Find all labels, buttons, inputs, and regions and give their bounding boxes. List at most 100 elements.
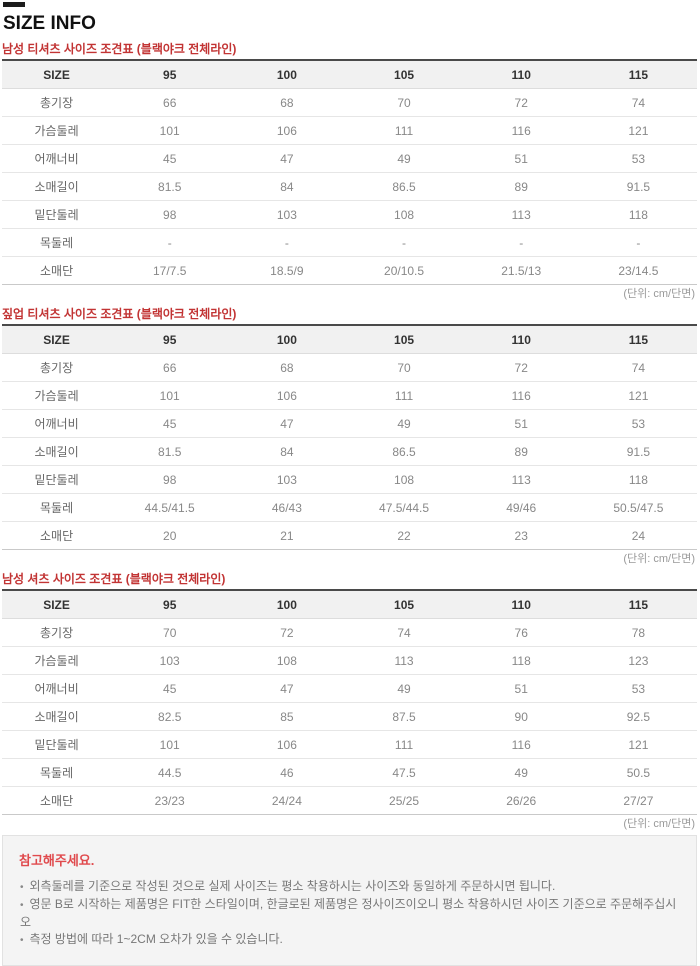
header-cell: SIZE (2, 591, 112, 619)
value-cell: 23/14.5 (579, 256, 697, 285)
table-row: 총기장 70 72 74 76 78 (2, 618, 697, 647)
value-cell: 24 (579, 521, 697, 550)
value-cell: 103 (228, 465, 346, 494)
value-cell: 111 (345, 730, 463, 759)
value-cell: 47.5/44.5 (345, 493, 463, 522)
table-header-row: SIZE 95 100 105 110 115 (2, 61, 697, 89)
size-table: SIZE 95 100 105 110 115 총기장 70 72 74 76 78 가슴둘레 103 10… (2, 591, 697, 815)
value-cell: 44.5 (111, 758, 229, 787)
value-cell: 47.5 (345, 758, 463, 787)
header-cell: 115 (579, 61, 697, 89)
notice-item-text: 영문 B로 시작하는 제품명은 FIT한 스타일이며, 한글로된 제품명은 정사… (20, 897, 677, 929)
value-cell: 46 (228, 758, 346, 787)
size-table-section: 남성 티셔츠 사이즈 조견표 (블랙야크 전체라인) SIZE 95 100 105 11… (2, 43, 697, 300)
table-row: 소매길이 81.5 84 86.5 89 91.5 (2, 437, 697, 466)
table-row: 소매길이 81.5 84 86.5 89 91.5 (2, 172, 697, 201)
header-cell: 105 (345, 591, 463, 619)
value-cell: 101 (111, 381, 229, 410)
value-cell: 68 (228, 353, 346, 382)
value-cell: 17/7.5 (111, 256, 229, 285)
header-cell: 95 (111, 326, 229, 354)
table-row: 소매단 23/23 24/24 25/25 26/26 27/27 (2, 786, 697, 815)
value-cell: 123 (579, 646, 697, 675)
value-cell: 89 (462, 172, 580, 201)
value-cell: 20/10.5 (345, 256, 463, 285)
header-cell: 95 (111, 591, 229, 619)
header-cell: 110 (462, 61, 580, 89)
value-cell: 27/27 (579, 786, 697, 815)
value-cell: 51 (462, 144, 580, 173)
value-cell: 118 (579, 200, 697, 229)
value-cell: 78 (579, 618, 697, 647)
table-caption: 남성 셔츠 사이즈 조견표 (블랙야크 전체라인) (2, 573, 697, 591)
size-table-section: 짚업 티셔츠 사이즈 조견표 (블랙야크 전체라인) SIZE 95 100 105 11… (2, 308, 697, 565)
value-cell: 51 (462, 674, 580, 703)
value-cell: 90 (462, 702, 580, 731)
table-row: 밑단둘레 101 106 111 116 121 (2, 730, 697, 759)
value-cell: 118 (462, 646, 580, 675)
notice-item: • 영문 B로 시작하는 제품명은 FIT한 스타일이며, 한글로된 제품명은 정… (20, 896, 682, 931)
header-cell: 105 (345, 61, 463, 89)
row-label-cell: 가슴둘레 (2, 381, 112, 410)
bullet-icon: • (20, 900, 24, 911)
value-cell: 21 (228, 521, 346, 550)
value-cell: 24/24 (228, 786, 346, 815)
value-cell: 53 (579, 144, 697, 173)
row-label-cell: 목둘레 (2, 758, 112, 787)
bullet-icon: • (20, 935, 24, 946)
notice-title: 참고해주세요. (19, 853, 95, 868)
table-row: 가슴둘레 101 106 111 116 121 (2, 381, 697, 410)
units-note: (단위: cm/단면) (623, 553, 695, 565)
table-row: 가슴둘레 103 108 113 118 123 (2, 646, 697, 675)
value-cell: 47 (228, 674, 346, 703)
table-row: 가슴둘레 101 106 111 116 121 (2, 116, 697, 145)
row-label-cell: 소매길이 (2, 172, 112, 201)
value-cell: 49 (462, 758, 580, 787)
page-title: SIZE INFO (3, 13, 96, 34)
header-cell: 115 (579, 591, 697, 619)
table-row: 소매단 20 21 22 23 24 (2, 521, 697, 550)
notice-item: • 측정 방법에 따라 1~2CM 오차가 있을 수 있습니다. (20, 931, 682, 949)
value-cell: 23 (462, 521, 580, 550)
size-table: SIZE 95 100 105 110 115 총기장 66 68 70 72 74 가슴둘레 101 10… (2, 61, 697, 285)
value-cell: 72 (462, 88, 580, 117)
table-row: 목둘레 - - - - - (2, 228, 697, 257)
table-row: 총기장 66 68 70 72 74 (2, 88, 697, 117)
row-label-cell: 소매단 (2, 521, 112, 550)
value-cell: 82.5 (111, 702, 229, 731)
value-cell: 108 (345, 465, 463, 494)
value-cell: 49/46 (462, 493, 580, 522)
value-cell: 72 (228, 618, 346, 647)
value-cell: 98 (111, 465, 229, 494)
value-cell: 47 (228, 409, 346, 438)
value-cell: - (462, 228, 580, 257)
value-cell: 70 (345, 88, 463, 117)
header-cell: SIZE (2, 61, 112, 89)
value-cell: 44.5/41.5 (111, 493, 229, 522)
value-cell: 89 (462, 437, 580, 466)
value-cell: 101 (111, 730, 229, 759)
table-row: 총기장 66 68 70 72 74 (2, 353, 697, 382)
value-cell: 113 (462, 200, 580, 229)
value-cell: 108 (228, 646, 346, 675)
row-label-cell: 어깨너비 (2, 674, 112, 703)
value-cell: 98 (111, 200, 229, 229)
units-note: (단위: cm/단면) (623, 288, 695, 300)
table-row: 밑단둘레 98 103 108 113 118 (2, 200, 697, 229)
notice-item-text: 측정 방법에 따라 1~2CM 오차가 있을 수 있습니다. (29, 932, 283, 946)
row-label-cell: 소매단 (2, 256, 112, 285)
value-cell: 76 (462, 618, 580, 647)
row-label-cell: 어깨너비 (2, 409, 112, 438)
value-cell: 53 (579, 409, 697, 438)
value-cell: 81.5 (111, 172, 229, 201)
value-cell: 51 (462, 409, 580, 438)
table-header-row: SIZE 95 100 105 110 115 (2, 591, 697, 619)
value-cell: 106 (228, 730, 346, 759)
table-row: 어깨너비 45 47 49 51 53 (2, 409, 697, 438)
row-label-cell: 총기장 (2, 618, 112, 647)
value-cell: 91.5 (579, 172, 697, 201)
units-note: (단위: cm/단면) (623, 818, 695, 830)
value-cell: 49 (345, 144, 463, 173)
notice-box: 참고해주세요. • 외측둘레를 기준으로 작성된 것으로 실제 사이즈는 평소 착… (2, 835, 697, 966)
